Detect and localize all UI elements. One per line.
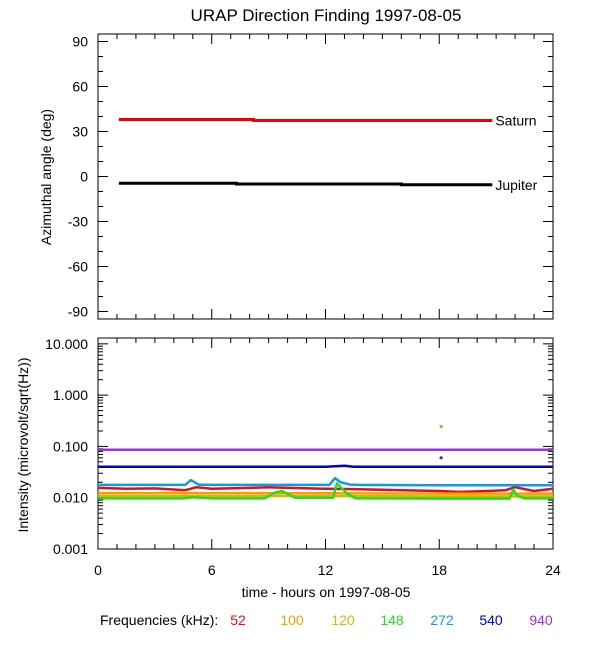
azimuth-y-tick-label: -30 — [68, 214, 88, 230]
azimuth-y-tick-label: 60 — [72, 79, 88, 95]
azimuth-y-tick-label: 0 — [80, 169, 88, 185]
x-tick-label: 12 — [318, 562, 334, 578]
legend-item-100: 100 — [280, 612, 304, 628]
x-tick-label: 24 — [545, 562, 561, 578]
azimuth-y-tick-label: -90 — [68, 304, 88, 320]
intensity-y-tick-label: 10.000 — [45, 336, 88, 352]
intensity-y-tick-label: 0.100 — [53, 438, 88, 454]
series-saturn-label: Saturn — [495, 113, 536, 129]
x-axis-label: time - hours on 1997-08-05 — [242, 584, 411, 600]
chart-title: URAP Direction Finding 1997-08-05 — [191, 6, 462, 25]
intensity-ticks: 10.000 1.000 0.100 0.010 0.001 0 6 12 18 24 — [45, 336, 561, 578]
azimuth-ticks: 90 60 30 0 -30 -60 -90 — [68, 34, 554, 320]
x-tick-label: 6 — [208, 562, 216, 578]
intensity-y-axis-label: Intensity (microvolt/sqrt(Hz)) — [15, 357, 31, 532]
intensity-series — [97, 424, 554, 500]
series-272-khz-line — [98, 476, 553, 487]
outlier-point — [439, 456, 443, 460]
azimuth-y-tick-label: -60 — [68, 259, 88, 275]
legend-item-52: 52 — [230, 612, 246, 628]
series-jupiter-line — [118, 181, 493, 187]
series-540-khz-line — [98, 464, 553, 469]
legend-title: Frequencies (kHz): — [100, 612, 218, 628]
legend-item-272: 272 — [430, 612, 454, 628]
series-148-khz-line — [98, 482, 553, 500]
azimuth-y-tick-label: 90 — [72, 34, 88, 50]
legend-item-540: 540 — [479, 612, 503, 628]
x-tick-label: 0 — [94, 562, 102, 578]
intensity-y-tick-label: 0.010 — [53, 490, 88, 506]
series-52-khz-line — [97, 485, 554, 494]
azimuth-y-tick-label: 30 — [72, 124, 88, 140]
intensity-y-tick-label: 0.001 — [53, 541, 88, 557]
legend-item-120: 120 — [331, 612, 355, 628]
series-saturn-line — [118, 118, 493, 122]
series-jupiter-label: Jupiter — [495, 177, 537, 193]
frequency-legend: Frequencies (kHz): 52 100 120 148 272 540 940 — [100, 612, 553, 628]
intensity-y-tick-label: 1.000 — [53, 387, 88, 403]
intensity-plot-frame — [97, 337, 554, 550]
series-100-khz-line — [98, 491, 553, 495]
legend-item-148: 148 — [380, 612, 404, 628]
azimuth-panel: 90 60 30 0 -30 -60 -90 Saturn Jupiter Azimuthal… — [38, 33, 554, 320]
azimuth-plot-frame — [97, 33, 554, 320]
outlier-point — [439, 424, 443, 429]
azimuth-series: Saturn Jupiter — [118, 113, 538, 193]
intensity-panel: 10.000 1.000 0.100 0.010 0.001 0 6 12 18 24 Inten… — [15, 336, 561, 600]
azimuth-y-axis-label: Azimuthal angle (deg) — [38, 109, 54, 245]
x-tick-label: 18 — [431, 562, 447, 578]
legend-item-940: 940 — [529, 612, 553, 628]
